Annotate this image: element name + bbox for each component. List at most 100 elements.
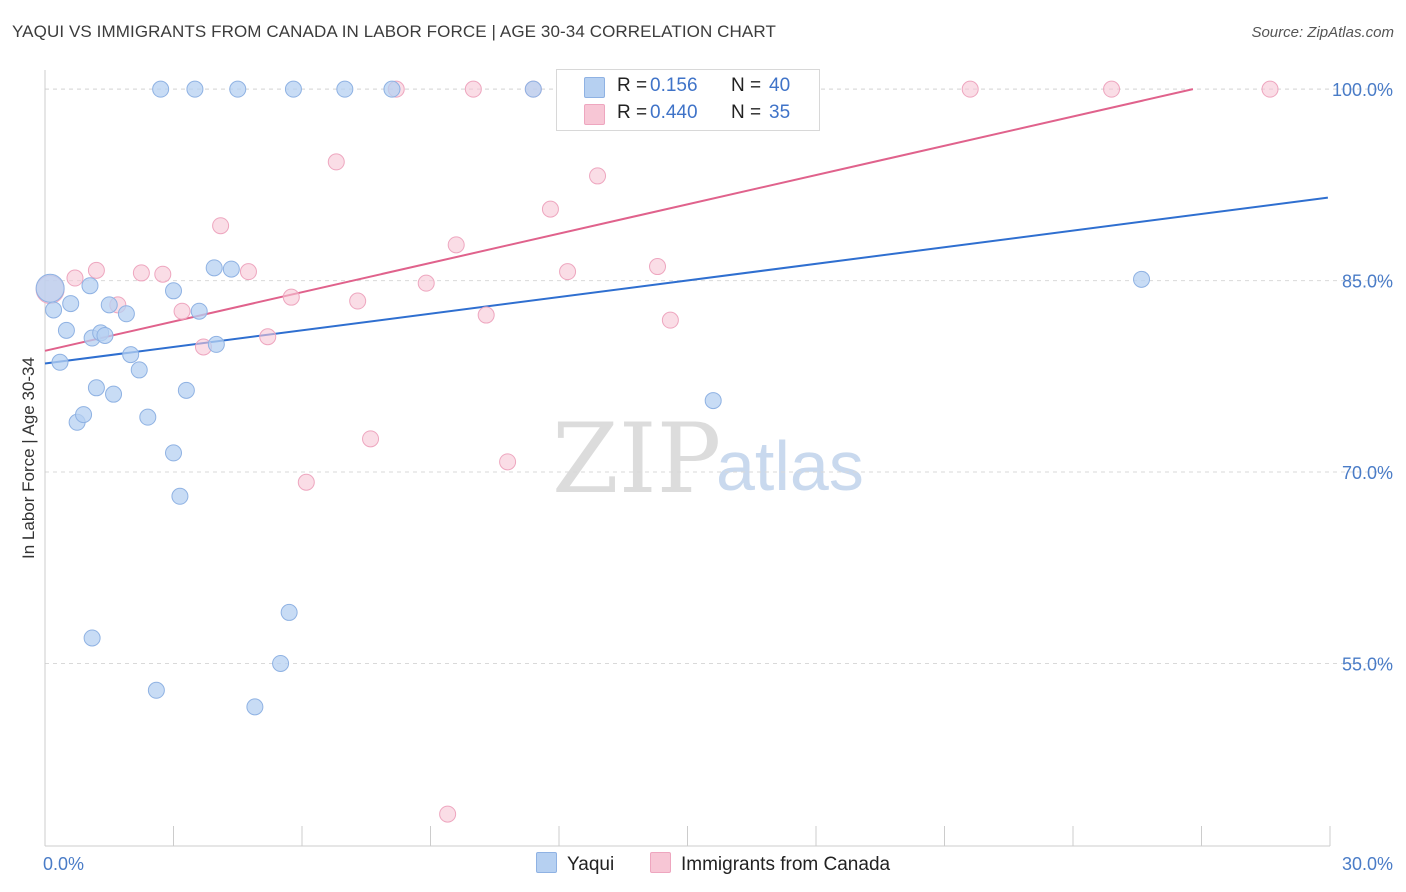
point-canada — [1261, 80, 1279, 98]
point-yaqui — [1133, 270, 1151, 288]
legend-swatch-canada — [584, 104, 605, 125]
point-yaqui — [186, 80, 204, 98]
point-yaqui — [62, 295, 80, 313]
point-yaqui — [57, 321, 75, 339]
point-yaqui — [152, 80, 170, 98]
bottom-legend-label-yaqui: Yaqui — [567, 854, 615, 875]
point-canada — [661, 311, 679, 329]
point-yaqui — [229, 80, 247, 98]
legend-row-canada: R = 0.440 N = 35 — [557, 100, 819, 128]
point-canada — [447, 236, 465, 254]
bottom-legend-swatch-canada — [650, 852, 671, 873]
legend-n-value-yaqui: 40 — [769, 75, 791, 96]
source-note: Source: ZipAtlas.com — [1251, 24, 1394, 41]
point-yaqui — [75, 406, 93, 424]
point-canada — [154, 265, 172, 283]
y-tick-label: 100.0% — [1332, 80, 1393, 100]
point-yaqui — [272, 654, 290, 672]
data-points — [35, 80, 1279, 823]
point-yaqui — [139, 408, 157, 426]
trend-lines — [44, 88, 1328, 365]
point-canada — [327, 153, 345, 171]
point-canada — [1103, 80, 1121, 98]
legend-r-value-yaqui: 0.156 — [650, 75, 698, 96]
point-yaqui — [105, 385, 123, 403]
y-tick-label: 55.0% — [1342, 654, 1393, 674]
trend-line-yaqui — [44, 196, 1328, 365]
point-canada — [349, 292, 367, 310]
grid-lines — [45, 88, 1392, 664]
point-canada — [477, 306, 495, 324]
bottom-legend-swatch-yaqui — [536, 852, 557, 873]
point-canada — [439, 805, 457, 823]
point-canada — [464, 80, 482, 98]
point-yaqui — [222, 260, 240, 278]
bottom-legend-canada: Immigrants from Canada — [650, 852, 890, 876]
point-yaqui — [704, 392, 722, 410]
point-yaqui — [51, 353, 69, 371]
point-yaqui — [35, 273, 65, 303]
point-canada — [362, 430, 380, 448]
point-canada — [499, 453, 517, 471]
point-canada — [132, 264, 150, 282]
x-tick-label-min: 0.0% — [43, 854, 84, 874]
point-yaqui — [171, 487, 189, 505]
point-canada — [961, 80, 979, 98]
point-canada — [259, 328, 277, 346]
point-canada — [66, 269, 84, 287]
point-yaqui — [524, 80, 542, 98]
point-canada — [173, 302, 191, 320]
legend-n-value-canada: 35 — [769, 102, 791, 123]
point-canada — [559, 263, 577, 281]
point-yaqui — [205, 259, 223, 277]
point-yaqui — [83, 629, 101, 647]
point-yaqui — [336, 80, 354, 98]
point-yaqui — [383, 80, 401, 98]
chart-title: YAQUI VS IMMIGRANTS FROM CANADA IN LABOR… — [12, 22, 776, 41]
point-yaqui — [87, 379, 105, 397]
point-yaqui — [117, 305, 135, 323]
y-tick-label: 70.0% — [1342, 463, 1393, 483]
point-yaqui — [130, 361, 148, 379]
point-canada — [239, 263, 257, 281]
point-yaqui — [246, 698, 264, 716]
point-canada — [212, 217, 230, 235]
point-yaqui — [100, 296, 118, 314]
y-axis-label: In Labor Force | Age 30-34 — [19, 357, 38, 559]
legend-r-label: R = — [617, 102, 648, 123]
bottom-legend-yaqui: Yaqui — [536, 852, 614, 876]
point-yaqui — [81, 277, 99, 295]
point-yaqui — [207, 335, 225, 353]
legend-r-label: R = — [617, 75, 648, 96]
legend-row-yaqui: R = 0.156 N = 40 — [557, 73, 819, 101]
point-yaqui — [190, 302, 208, 320]
point-yaqui — [165, 444, 182, 462]
bottom-legend-label-canada: Immigrants from Canada — [681, 854, 891, 875]
trend-line-canada — [44, 88, 1194, 352]
point-yaqui — [177, 381, 195, 399]
watermark-atlas: atlas — [716, 427, 864, 505]
stats-legend: R = 0.156 N = 40 R = 0.440 N = 35 — [556, 69, 820, 131]
axes — [44, 70, 1331, 847]
point-yaqui — [165, 282, 182, 300]
point-canada — [417, 274, 435, 292]
point-canada — [297, 473, 315, 491]
point-yaqui — [284, 80, 302, 98]
tick-labels: 55.0% 70.0% 85.0% 100.0% 0.0% 30.0% — [43, 80, 1393, 874]
point-canada — [649, 258, 667, 276]
point-yaqui — [45, 301, 63, 319]
point-canada — [87, 261, 105, 279]
legend-swatch-yaqui — [584, 77, 605, 98]
point-yaqui — [147, 681, 165, 699]
point-yaqui — [280, 603, 298, 621]
legend-n-label: N = — [731, 75, 762, 96]
legend-n-label: N = — [731, 102, 762, 123]
y-tick-label: 85.0% — [1342, 272, 1393, 292]
point-canada — [282, 288, 300, 306]
point-canada — [589, 167, 607, 185]
watermark-zip: ZIP — [552, 403, 721, 515]
x-tick-label-max: 30.0% — [1342, 854, 1393, 874]
watermark: ZIP atlas — [552, 403, 864, 515]
point-yaqui — [122, 346, 140, 364]
